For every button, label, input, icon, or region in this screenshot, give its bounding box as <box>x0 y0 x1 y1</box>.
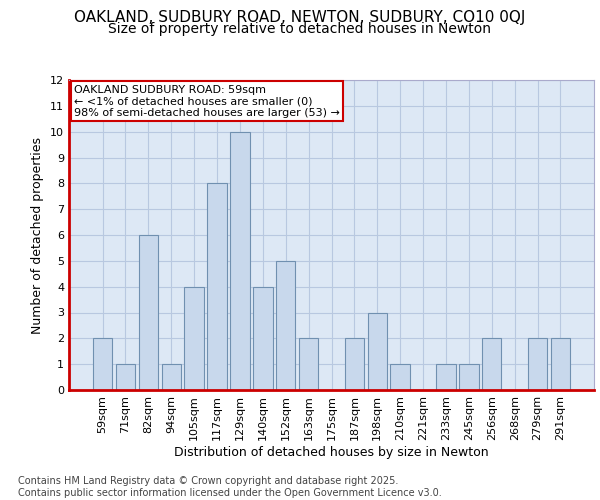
Bar <box>208 184 227 390</box>
Bar <box>253 286 272 390</box>
Bar <box>93 338 112 390</box>
Bar <box>230 132 250 390</box>
Bar <box>482 338 502 390</box>
Bar <box>436 364 455 390</box>
Text: OAKLAND, SUDBURY ROAD, NEWTON, SUDBURY, CO10 0QJ: OAKLAND, SUDBURY ROAD, NEWTON, SUDBURY, … <box>74 10 526 25</box>
Text: Size of property relative to detached houses in Newton: Size of property relative to detached ho… <box>109 22 491 36</box>
Bar <box>184 286 204 390</box>
Bar <box>391 364 410 390</box>
Bar <box>551 338 570 390</box>
Bar <box>139 235 158 390</box>
Bar <box>368 312 387 390</box>
Text: OAKLAND SUDBURY ROAD: 59sqm
← <1% of detached houses are smaller (0)
98% of semi: OAKLAND SUDBURY ROAD: 59sqm ← <1% of det… <box>74 84 340 118</box>
Bar <box>344 338 364 390</box>
Bar <box>161 364 181 390</box>
Bar <box>116 364 135 390</box>
Bar <box>276 261 295 390</box>
Bar <box>459 364 479 390</box>
Text: Contains HM Land Registry data © Crown copyright and database right 2025.
Contai: Contains HM Land Registry data © Crown c… <box>18 476 442 498</box>
Y-axis label: Number of detached properties: Number of detached properties <box>31 136 44 334</box>
Bar <box>299 338 319 390</box>
X-axis label: Distribution of detached houses by size in Newton: Distribution of detached houses by size … <box>174 446 489 458</box>
Bar <box>528 338 547 390</box>
